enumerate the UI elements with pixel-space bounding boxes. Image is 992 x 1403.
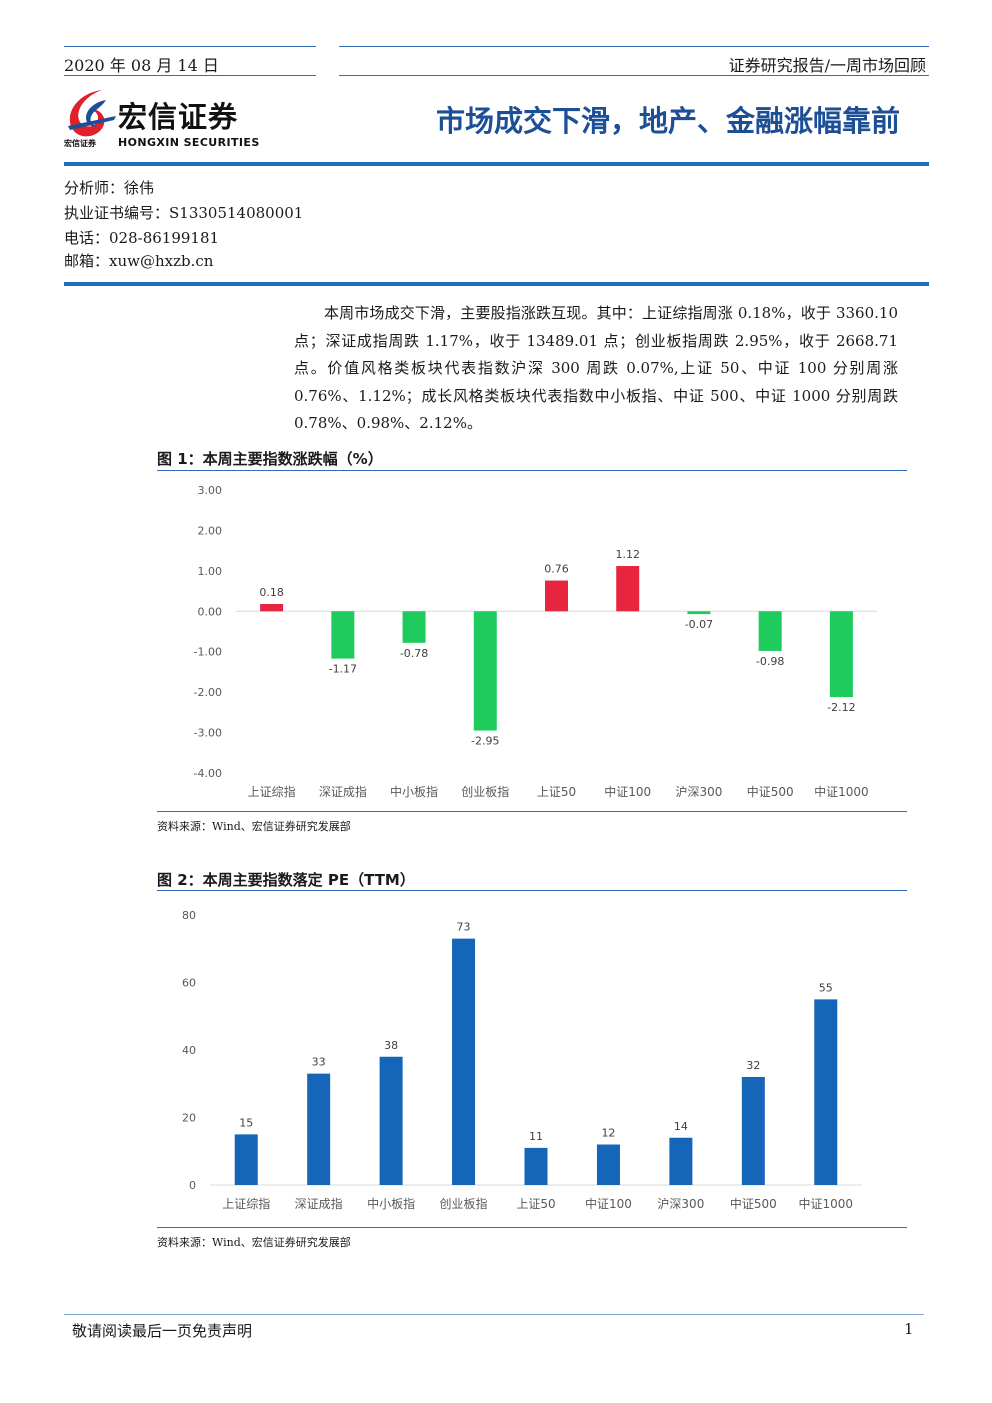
data-label: 1.12 xyxy=(615,548,640,561)
bar xyxy=(402,611,426,643)
x-tick-label: 沪深300 xyxy=(675,785,722,799)
bar xyxy=(616,566,640,612)
data-label: 12 xyxy=(601,1127,615,1140)
bar xyxy=(596,1144,620,1185)
x-tick-label: 上证50 xyxy=(516,1197,555,1211)
y-tick-label: 60 xyxy=(182,977,196,990)
x-tick-label: 中证1000 xyxy=(814,784,869,799)
footer-disclaimer: 敬请阅读最后一页免责声明 xyxy=(72,1322,253,1340)
figure-1-bottom-rule xyxy=(157,811,907,812)
data-label: 73 xyxy=(457,921,471,934)
data-label: 38 xyxy=(384,1039,398,1052)
bar xyxy=(687,611,711,615)
figure-2-source: 资料来源：Wind、宏信证券研究发展部 xyxy=(157,1236,351,1249)
figure-1-chart: 3.00 2.00 1.00 0.00 -1.00 -2.00 -3.00 -4.00 0.18… xyxy=(194,484,877,799)
data-label: 0.76 xyxy=(544,563,569,576)
x-tick-label: 上证综指 xyxy=(248,784,296,799)
logo-small-name: 宏信证券 xyxy=(64,139,96,148)
y-tick-label: -4.00 xyxy=(194,767,222,780)
report-type: 证券研究报告/一周市场回顾 xyxy=(728,56,926,75)
y-tick-label: -2.00 xyxy=(194,686,222,699)
logo-emblem-icon xyxy=(68,90,116,137)
data-label: 33 xyxy=(312,1056,326,1069)
bar xyxy=(545,580,568,612)
x-tick-label: 上证50 xyxy=(537,785,576,799)
x-tick-label: 上证综指 xyxy=(222,1196,270,1211)
figure-2-title: 图 2：本周主要指数落定 PE（TTM） xyxy=(157,871,415,889)
figure-1-top-rule xyxy=(157,470,907,471)
y-tick-label: -3.00 xyxy=(194,727,222,740)
figure-1-title: 图 1：本周主要指数涨跌幅（%） xyxy=(157,450,383,468)
data-label: 0.18 xyxy=(259,586,284,599)
title-divider xyxy=(64,162,929,166)
bar xyxy=(524,1147,548,1185)
x-tick-label: 中小板指 xyxy=(390,784,438,799)
bar xyxy=(260,604,284,612)
data-label: 15 xyxy=(239,1116,253,1129)
report-title: 市场成交下滑，地产、金融涨幅靠前 xyxy=(435,104,900,138)
x-tick-label: 中证100 xyxy=(585,1196,632,1211)
info-divider xyxy=(64,282,929,286)
y-tick-label: 2.00 xyxy=(198,524,223,537)
y-tick-label: 80 xyxy=(182,909,196,922)
y-tick-label: 1.00 xyxy=(198,565,223,578)
data-label: 32 xyxy=(746,1059,760,1072)
bar xyxy=(741,1077,765,1185)
x-tick-label: 中证500 xyxy=(730,1196,777,1211)
figure-2-top-rule xyxy=(157,890,907,891)
logo-english-name: HONGXIN SECURITIES xyxy=(118,136,260,149)
bar xyxy=(452,938,476,1185)
bar xyxy=(473,611,497,731)
bar xyxy=(829,611,853,697)
header-top-rule-left xyxy=(64,46,316,47)
y-tick-label: 3.00 xyxy=(198,484,223,497)
analyst-name: 分析师：徐伟 xyxy=(64,179,155,197)
bar xyxy=(669,1137,693,1185)
y-tick-label: 40 xyxy=(182,1044,196,1057)
data-label: -0.07 xyxy=(685,618,713,631)
header-bottom-rule-right xyxy=(339,75,929,76)
x-tick-label: 中证1000 xyxy=(799,1196,854,1211)
bar xyxy=(234,1134,258,1185)
x-tick-label: 中证500 xyxy=(747,784,794,799)
y-tick-label: 20 xyxy=(182,1112,196,1125)
summary-paragraph: 本周市场成交下滑，主要股指涨跌互现。其中：上证综指周涨 0.18%，收于 336… xyxy=(294,304,898,432)
x-tick-label: 中证100 xyxy=(604,784,651,799)
report-date: 2020 年 08 月 14 日 xyxy=(64,56,219,75)
data-label: -0.98 xyxy=(756,655,784,668)
data-label: 14 xyxy=(674,1120,688,1133)
data-label: -0.78 xyxy=(400,647,428,660)
analyst-email: 邮箱：xuw@hxzb.cn xyxy=(64,252,214,270)
analyst-cert: 执业证书编号：S1330514080001 xyxy=(64,204,304,222)
bar xyxy=(331,611,355,659)
data-label: -2.12 xyxy=(827,701,855,714)
page-number: 1 xyxy=(904,1320,914,1338)
bar xyxy=(379,1056,403,1185)
data-label: 11 xyxy=(529,1130,543,1143)
x-tick-label: 中小板指 xyxy=(367,1196,415,1211)
y-tick-label: 0.00 xyxy=(198,605,223,618)
footer-rule xyxy=(64,1314,924,1315)
x-tick-label: 创业板指 xyxy=(440,1196,488,1211)
y-tick-label: -1.00 xyxy=(194,646,222,659)
figure-1-source: 资料来源：Wind、宏信证券研究发展部 xyxy=(157,820,351,833)
bar xyxy=(814,999,838,1185)
company-logo: 宏信证券 宏信证券 HONGXIN SECURITIES xyxy=(62,86,272,152)
bar xyxy=(758,611,782,651)
x-tick-label: 创业板指 xyxy=(461,784,509,799)
x-tick-label: 沪深300 xyxy=(657,1197,704,1211)
bar xyxy=(307,1073,331,1185)
analyst-phone: 电话：028-86199181 xyxy=(64,229,220,247)
data-label: -2.95 xyxy=(471,735,499,748)
data-label: -1.17 xyxy=(329,663,357,676)
figure-2-bottom-rule xyxy=(157,1227,907,1228)
figure-2-chart: 80 60 40 20 0 15 上证综指 33 深证成指 38 中小板指 73 创业板指 11 上证50 1… xyxy=(182,909,862,1211)
y-tick-label: 0 xyxy=(189,1179,196,1192)
x-tick-label: 深证成指 xyxy=(319,784,367,799)
data-label: 55 xyxy=(819,981,833,994)
x-tick-label: 深证成指 xyxy=(295,1196,343,1211)
logo-chinese-name: 宏信证券 xyxy=(118,100,239,134)
header-top-rule-right xyxy=(339,46,929,47)
header-bottom-rule-left xyxy=(64,75,316,76)
